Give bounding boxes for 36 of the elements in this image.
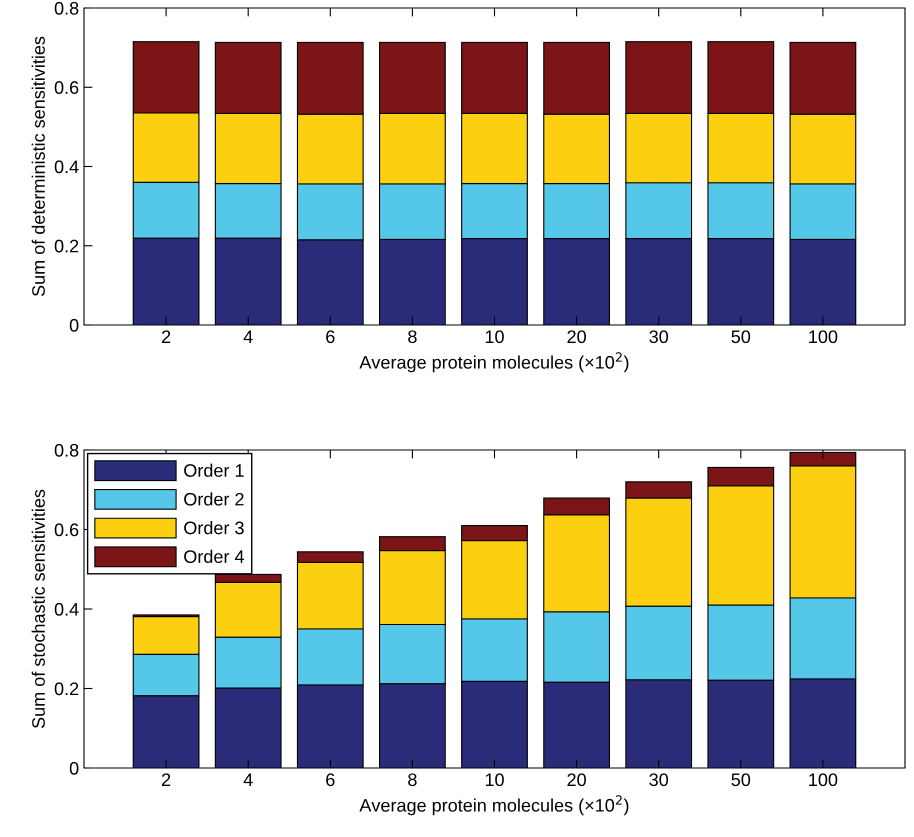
x-tick-label: 20 [567, 330, 586, 344]
y-tick-label: 0.6 [54, 81, 78, 94]
x-tick-label: 8 [408, 773, 417, 786]
y-tick-label: 0.6 [54, 523, 78, 536]
y-tick-label: 0.2 [54, 682, 78, 696]
x-tick-label: 4 [244, 330, 253, 343]
legend-label: Order 4 [184, 550, 244, 564]
y-tick-label: 0 [70, 318, 78, 332]
x-tick-label: 10 [486, 773, 504, 786]
x-tick-label: 100 [809, 773, 838, 786]
x-tick-label: 2 [162, 773, 170, 786]
x-tick-label: 20 [567, 773, 586, 786]
y-axis-title: Sum of deterministic sensitivities [32, 36, 45, 296]
x-tick-label: 10 [486, 330, 504, 344]
x-tick-label: 50 [731, 330, 750, 344]
y-tick-label: 0.2 [54, 240, 78, 252]
x-tick-label: 30 [649, 330, 668, 344]
x-tick-label: 50 [731, 773, 750, 786]
x-axis-title: Average protein molecules (×10$^{2}$) [359, 795, 628, 816]
x-tick-label: 6 [326, 773, 335, 786]
x-tick-label: 30 [649, 773, 668, 786]
x-tick-label: 100 [809, 330, 838, 344]
y-tick-label: 0.8 [54, 2, 78, 15]
y-axis-title: Sum of stochastic sensitivities [32, 490, 45, 728]
y-tick-label: 0.4 [54, 602, 79, 616]
legend-label: Order 3 [184, 521, 244, 534]
x-axis-title: Average protein molecules (×10$^{2}$) [359, 352, 628, 372]
x-tick-label: 4 [244, 774, 253, 786]
y-tick-label: 0.4 [54, 160, 79, 174]
legend-label: Order 2 [184, 492, 244, 506]
y-tick-label: 0 [70, 762, 78, 775]
x-tick-label: 8 [408, 330, 417, 344]
x-tick-label: 6 [326, 330, 335, 344]
x-tick-label: 2 [162, 330, 170, 343]
y-tick-label: 0.8 [54, 444, 78, 457]
legend-label: Order 1 [184, 464, 244, 477]
